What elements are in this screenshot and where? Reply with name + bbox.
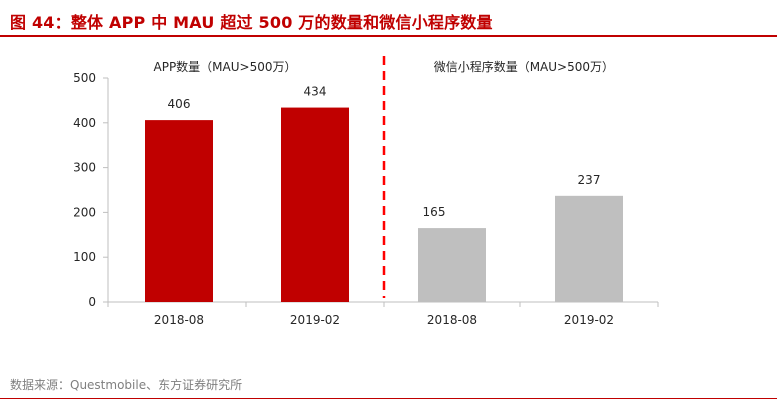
y-tick-label: 400 <box>73 116 96 130</box>
y-tick-label: 0 <box>88 295 96 309</box>
group-title-mini-program: 微信小程序数量（MAU>500万） <box>434 59 614 74</box>
bar-mini-program-2019-02 <box>555 195 623 302</box>
y-tick-label: 300 <box>73 161 96 175</box>
x-tick-label: 2018-08 <box>154 313 204 327</box>
y-tick-label: 200 <box>73 205 96 219</box>
data-label-app-2019-02: 434 <box>304 85 327 99</box>
bottom-rule <box>0 398 777 399</box>
x-tick-label: 2019-02 <box>564 313 614 327</box>
bar-app-2019-02 <box>281 107 349 303</box>
y-tick-label: 500 <box>73 71 96 85</box>
title-rule <box>0 35 777 37</box>
data-label-mini-program-2019-02: 237 <box>578 173 601 187</box>
y-tick-label: 100 <box>73 250 96 264</box>
x-tick-label: 2019-02 <box>290 313 340 327</box>
x-tick-label: 2018-08 <box>427 313 477 327</box>
data-label-app-2018-08: 406 <box>168 97 191 111</box>
figure-title: 图 44：整体 APP 中 MAU 超过 500 万的数量和微信小程序数量 <box>10 13 493 32</box>
bar-app-2018-08 <box>145 120 213 302</box>
data-label-mini-program-2018-08: 165 <box>423 205 446 219</box>
bar-chart: 0 100 200 300 400 500 406 2018-08 434 2019-02 APP数… <box>73 56 659 327</box>
bar-mini-program-2018-08 <box>418 228 486 302</box>
source-note: 数据来源：Questmobile、东方证券研究所 <box>10 378 243 392</box>
group-title-app: APP数量（MAU>500万） <box>154 59 297 74</box>
